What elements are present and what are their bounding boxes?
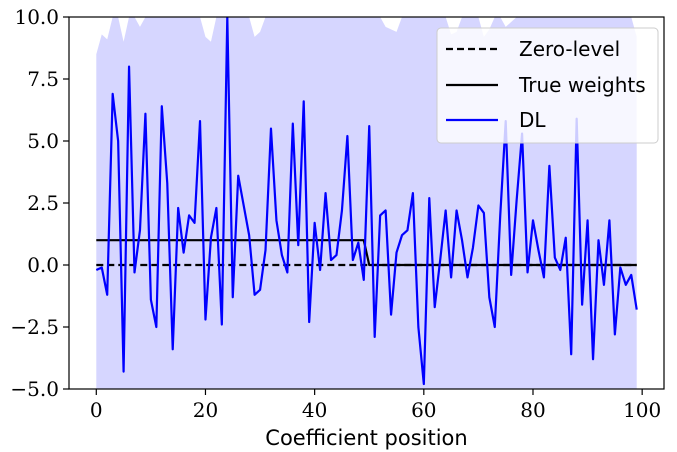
- x-tick-label: 20: [193, 398, 218, 422]
- y-tick-label: −5.0: [10, 377, 59, 401]
- x-tick-label: 40: [302, 398, 327, 422]
- y-tick-label: −2.5: [10, 315, 59, 339]
- axes-ticks: 0 20 40 60 80 100 −5.0 −2.5 0.0 2.5 5.0 7.5 10.0: [10, 5, 661, 422]
- y-tick-label: 10.0: [14, 5, 59, 29]
- x-axis-label: Coefficient position: [265, 426, 467, 450]
- y-tick-label: 0.0: [27, 253, 59, 277]
- y-tick-label: 7.5: [27, 67, 59, 91]
- x-tick-label: 100: [623, 398, 661, 422]
- dl-line: [95, 17, 638, 386]
- legend: Zero-level True weights DL: [436, 27, 659, 144]
- x-tick-label: 0: [90, 398, 103, 422]
- true-weights-line: [96, 239, 637, 267]
- legend-zero-level-label: Zero-level: [519, 37, 620, 61]
- legend-dl-label: DL: [519, 108, 546, 132]
- x-tick-label: 80: [520, 398, 545, 422]
- y-tick-label: 2.5: [27, 191, 59, 215]
- legend-box: [436, 27, 659, 144]
- x-tick-label: 60: [411, 398, 436, 422]
- y-tick-label: 5.0: [27, 129, 59, 153]
- legend-true-weights-label: True weights: [518, 73, 646, 97]
- series-layer: [95, 17, 638, 386]
